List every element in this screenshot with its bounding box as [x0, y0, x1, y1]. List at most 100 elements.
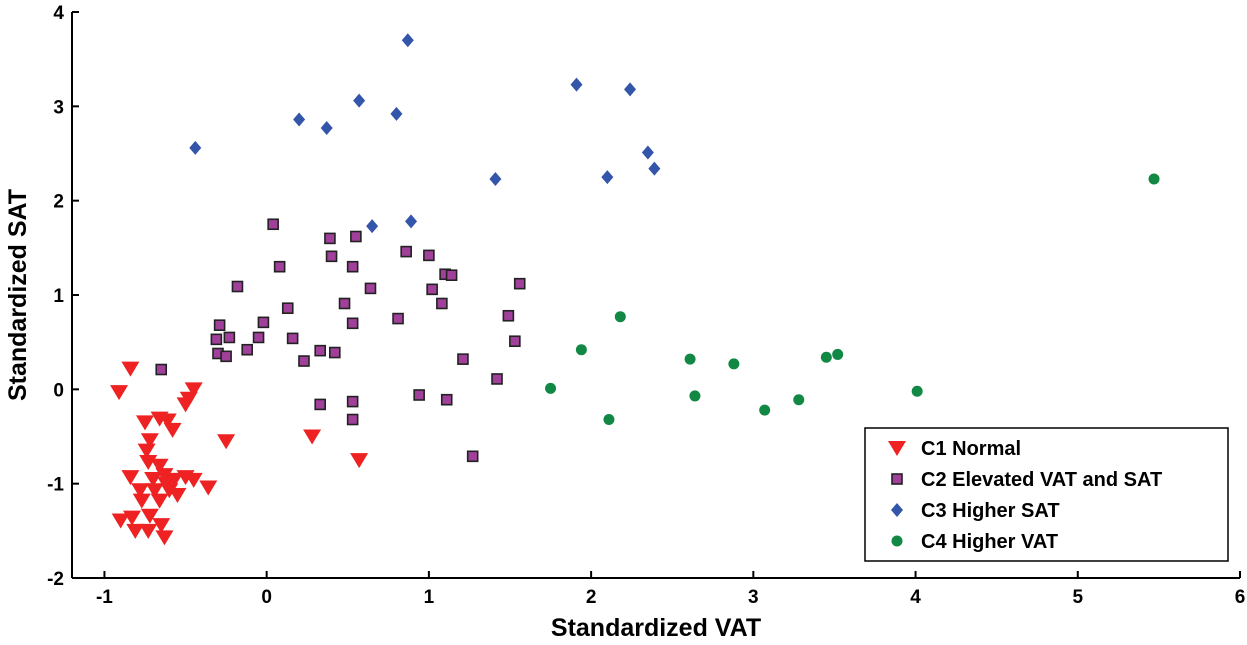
series-2	[155, 218, 526, 463]
data-point	[820, 351, 832, 363]
legend-label: C2 Elevated VAT and SAT	[921, 469, 1162, 491]
data-point	[346, 395, 359, 408]
x-tick-label: 5	[1072, 587, 1083, 608]
y-tick-label: 2	[53, 192, 64, 213]
data-point	[210, 333, 223, 346]
x-axis-label: Standardized VAT	[551, 614, 761, 640]
data-point	[759, 404, 771, 416]
data-point	[267, 218, 279, 231]
data-point	[155, 468, 174, 484]
data-point	[231, 280, 244, 293]
data-point	[603, 414, 615, 426]
data-point	[338, 297, 351, 310]
data-point	[150, 493, 169, 509]
data-point	[139, 454, 158, 470]
data-point	[457, 353, 469, 365]
legend-box	[864, 427, 1229, 562]
legend-marker	[891, 535, 903, 547]
axes: -1 0 1 2 3 4 5 6 -2 -1 0 1 2 3 4	[47, 3, 1245, 608]
legend-marker	[891, 503, 903, 517]
data-point	[273, 260, 286, 273]
data-point	[165, 472, 184, 488]
data-point	[189, 140, 202, 155]
data-point	[320, 121, 333, 136]
data-point	[440, 393, 453, 406]
data-point	[158, 413, 177, 429]
data-point	[223, 331, 236, 344]
data-point	[423, 249, 435, 262]
data-point	[137, 443, 156, 459]
data-point	[257, 316, 270, 329]
data-point	[140, 508, 159, 524]
data-point	[793, 394, 805, 406]
data-point	[325, 250, 338, 263]
data-point	[281, 302, 294, 315]
data-point	[614, 311, 626, 323]
legend-marker	[891, 473, 903, 485]
data-point	[144, 471, 163, 487]
y-axis-label: Standardized SAT	[4, 189, 32, 401]
data-point	[502, 309, 515, 322]
data-point	[401, 33, 414, 48]
data-point	[126, 523, 145, 539]
data-point	[157, 476, 176, 492]
data-point	[286, 332, 299, 345]
x-tick-label: 3	[748, 587, 759, 608]
data-point	[346, 413, 359, 426]
x-tick-label: 0	[261, 587, 272, 608]
data-point	[570, 77, 583, 92]
series-4	[545, 173, 1160, 426]
data-point	[466, 450, 479, 463]
legend: C1 Normal C2 Elevated VAT and SAT C3 Highe…	[864, 427, 1229, 562]
data-point	[489, 171, 502, 186]
x-tick-label: -1	[96, 587, 113, 608]
data-point	[728, 358, 740, 370]
data-point	[293, 112, 306, 127]
data-point	[509, 335, 521, 348]
y-tick-label: 0	[53, 380, 64, 401]
data-point	[168, 487, 187, 503]
data-point	[217, 434, 236, 450]
data-point	[392, 312, 404, 325]
data-point	[155, 363, 168, 376]
data-point	[324, 232, 336, 245]
data-point	[575, 344, 587, 356]
data-point	[145, 483, 164, 499]
y-tick-label: -1	[47, 475, 64, 496]
data-point	[213, 319, 226, 331]
data-point	[121, 361, 140, 377]
data-point	[545, 382, 557, 394]
data-point	[426, 283, 438, 296]
data-point	[328, 346, 341, 359]
data-point	[684, 353, 696, 365]
data-point	[140, 433, 159, 449]
data-point	[513, 277, 526, 290]
x-tick-label: 6	[1235, 587, 1246, 608]
data-point	[641, 145, 654, 160]
data-point	[390, 106, 403, 121]
y-tick-label: 4	[53, 3, 64, 24]
data-point	[123, 510, 142, 526]
data-point	[252, 331, 265, 344]
data-point	[155, 530, 174, 546]
data-point	[150, 458, 169, 474]
y-tick-label: -2	[47, 569, 64, 590]
data-point	[648, 161, 661, 176]
legend-marker	[888, 441, 906, 456]
data-point	[350, 230, 362, 243]
data-point	[136, 415, 154, 431]
data-point	[353, 93, 366, 108]
x-tick-label: 2	[586, 587, 597, 608]
data-point	[624, 82, 637, 97]
data-point	[303, 429, 322, 445]
data-point	[111, 513, 130, 529]
data-point	[241, 343, 253, 356]
data-point	[413, 389, 425, 401]
data-points	[110, 33, 1160, 546]
data-point	[131, 483, 150, 499]
data-point	[298, 355, 310, 367]
data-point	[832, 348, 844, 360]
data-point	[220, 350, 232, 363]
data-point	[436, 297, 448, 310]
data-point	[601, 170, 614, 185]
